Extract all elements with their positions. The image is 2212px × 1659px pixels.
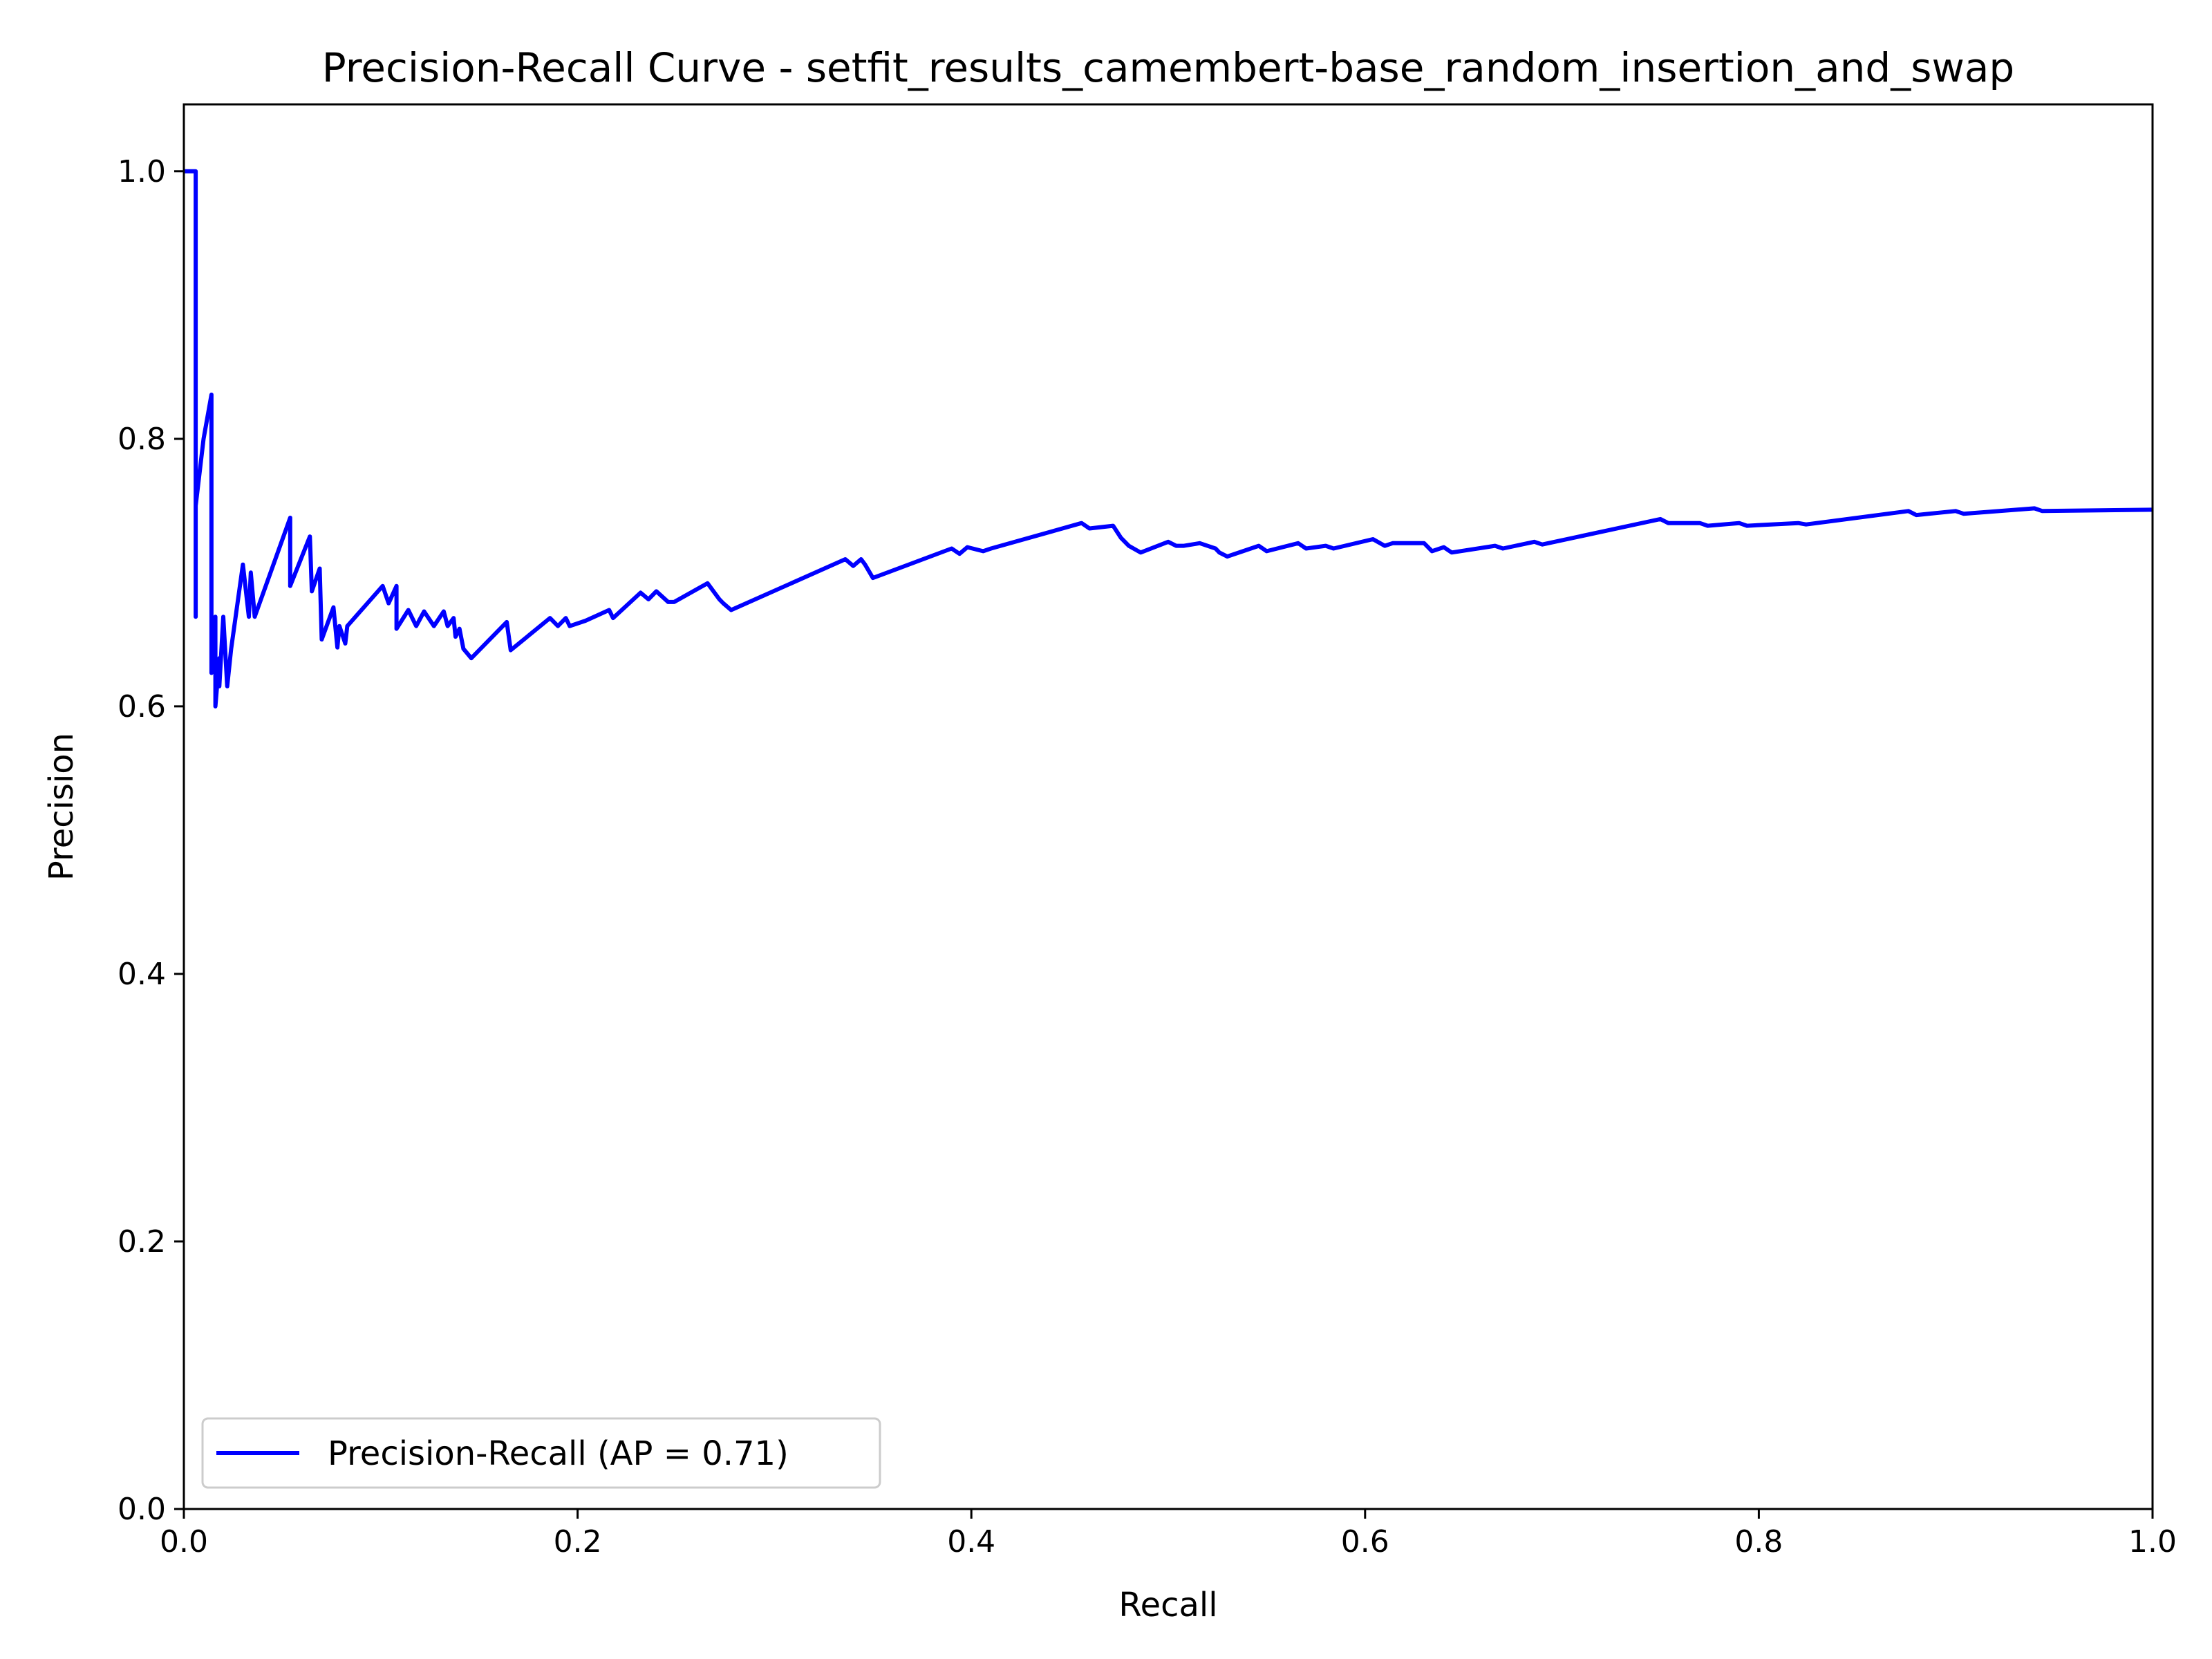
- x-tick-label: 0.6: [1341, 1524, 1389, 1559]
- y-tick-label: 0.2: [118, 1224, 166, 1259]
- y-axis-label: Precision: [42, 733, 81, 881]
- y-tick-label: 0.6: [118, 689, 166, 724]
- plot-area: [184, 104, 2153, 1509]
- x-tick-label: 0.4: [947, 1524, 995, 1559]
- plot-frame: [182, 103, 2154, 1510]
- x-tick-label: 0.0: [160, 1524, 208, 1559]
- x-axis-label: Recall: [1118, 1586, 1217, 1624]
- x-tick-label: 0.8: [1734, 1524, 1783, 1559]
- precision-recall-line: [184, 169, 2153, 709]
- x-tick-label: 0.2: [554, 1524, 602, 1559]
- y-axis-ticks: 0.0 0.2 0.4 0.6 0.8 1.0: [118, 154, 184, 1527]
- y-tick-label: 0.0: [118, 1492, 166, 1527]
- legend: Precision-Recall (AP = 0.71): [201, 1417, 881, 1489]
- y-tick-label: 0.4: [118, 957, 166, 992]
- legend-box: [201, 1417, 881, 1489]
- y-tick-label: 0.8: [118, 422, 166, 457]
- x-axis-ticks: 0.0 0.2 0.4 0.6 0.8 1.0: [160, 1509, 2177, 1559]
- legend-label: Precision-Recall (AP = 0.71): [328, 1434, 789, 1473]
- chart-title: Precision-Recall Curve - setfit_results_…: [322, 44, 2015, 91]
- y-tick-label: 1.0: [118, 154, 166, 189]
- x-tick-label: 1.0: [2128, 1524, 2177, 1559]
